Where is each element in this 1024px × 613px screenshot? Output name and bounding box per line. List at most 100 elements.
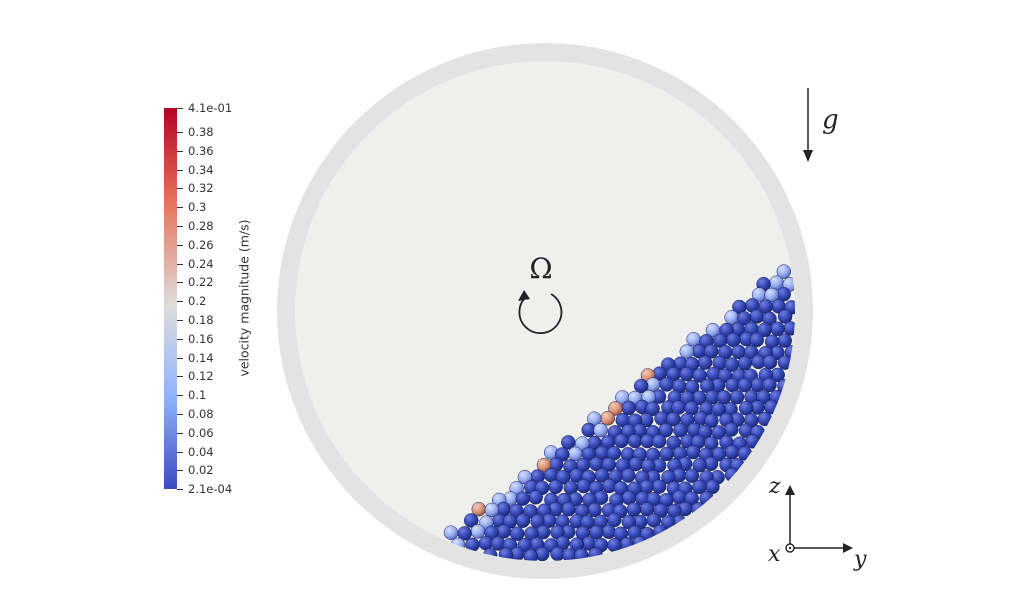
particle bbox=[673, 423, 688, 438]
colorbar-tick-label: 0.1 bbox=[188, 388, 207, 403]
colorbar-tick-label: 0.36 bbox=[188, 143, 214, 158]
particle bbox=[509, 526, 525, 541]
gravity-indicator: g bbox=[803, 88, 839, 162]
colorbar-tick bbox=[177, 150, 183, 152]
particle bbox=[729, 389, 745, 405]
colorbar-tick bbox=[177, 489, 183, 490]
particle bbox=[697, 355, 713, 370]
particle bbox=[463, 513, 479, 528]
y-arrow-icon bbox=[843, 543, 853, 553]
colorbar-tick bbox=[177, 207, 183, 209]
particle bbox=[724, 422, 739, 437]
particle bbox=[737, 377, 753, 393]
particle bbox=[443, 525, 459, 540]
particle bbox=[737, 356, 753, 371]
colorbar-tick-label: 0.14 bbox=[188, 350, 214, 365]
particle bbox=[762, 377, 777, 393]
particle bbox=[457, 526, 472, 541]
particle bbox=[515, 491, 531, 506]
colorbar-tick bbox=[177, 414, 183, 415]
colorbar-tick bbox=[177, 188, 183, 190]
particle bbox=[757, 322, 772, 338]
particle bbox=[608, 401, 623, 416]
particle bbox=[716, 389, 732, 405]
particle bbox=[704, 413, 719, 428]
rotation-arrow-icon bbox=[518, 293, 563, 334]
particle bbox=[724, 444, 740, 460]
colorbar-tick-label: 0.18 bbox=[188, 313, 214, 327]
particle bbox=[692, 479, 707, 495]
rotation-symbol: Ω bbox=[529, 252, 552, 285]
colorbar-tick bbox=[177, 301, 183, 303]
colorbar-tick bbox=[177, 108, 183, 109]
colorbar-tick bbox=[177, 376, 183, 378]
colorbar-tick bbox=[177, 226, 183, 227]
particle bbox=[736, 311, 752, 326]
particle bbox=[470, 524, 486, 539]
particle bbox=[593, 422, 608, 438]
axis-y-label: y bbox=[853, 547, 867, 572]
colorbar-tick bbox=[177, 320, 183, 321]
particle bbox=[776, 264, 792, 279]
colorbar-tick-label: 0.24 bbox=[188, 256, 214, 271]
axis-z-label: z bbox=[768, 474, 781, 499]
colorbar-tick bbox=[177, 263, 183, 265]
particle bbox=[651, 479, 667, 494]
colorbar-tick-label: 0.2 bbox=[188, 294, 207, 309]
particle bbox=[621, 400, 636, 416]
particle bbox=[574, 436, 590, 451]
colorbar-tick bbox=[177, 451, 183, 453]
axis-x-label: x bbox=[768, 542, 781, 567]
particle bbox=[621, 468, 636, 483]
particle bbox=[679, 344, 695, 359]
particle bbox=[523, 549, 539, 561]
particle bbox=[711, 402, 726, 417]
colorbar-tick bbox=[177, 338, 183, 340]
colorbar-tick-label: 0.38 bbox=[188, 125, 214, 139]
colorbar-tick-label: 0.02 bbox=[188, 463, 214, 478]
particle bbox=[685, 444, 701, 460]
rotation-indicator: Ω bbox=[518, 252, 563, 334]
colorbar-tick-label: 0.22 bbox=[188, 275, 214, 290]
particle bbox=[601, 478, 617, 494]
particle bbox=[550, 546, 565, 561]
particle bbox=[738, 400, 754, 416]
z-arrow-icon bbox=[785, 485, 795, 495]
colorbar-tick bbox=[177, 244, 183, 246]
colorbar-tick-label: 0.12 bbox=[188, 369, 214, 384]
axis-triad: z y x bbox=[768, 474, 867, 572]
particle bbox=[692, 457, 707, 473]
particle bbox=[762, 354, 778, 370]
colorbar-tick-label: 0.04 bbox=[188, 444, 214, 459]
colorbar-tick bbox=[177, 169, 183, 171]
particle bbox=[536, 457, 552, 473]
particle bbox=[484, 502, 500, 518]
colorbar-title: velocity magnitude (m/s) bbox=[236, 219, 252, 377]
particle bbox=[684, 468, 700, 483]
particle bbox=[601, 524, 617, 540]
colorbar-tick bbox=[177, 357, 183, 359]
colorbar-tick bbox=[177, 132, 183, 133]
particle bbox=[724, 357, 740, 372]
particle bbox=[651, 434, 667, 449]
particle bbox=[684, 491, 699, 506]
particle bbox=[764, 287, 779, 303]
colorbar-tick bbox=[177, 395, 183, 397]
particle bbox=[576, 478, 591, 494]
particle bbox=[692, 368, 707, 383]
colorbar-tick-label: 0.16 bbox=[188, 331, 214, 346]
gravity-label: g bbox=[822, 105, 839, 135]
colorbar-tick-label: 0.26 bbox=[188, 237, 214, 252]
particle-bed bbox=[443, 264, 795, 561]
colorbar-tick-label: 0.28 bbox=[188, 219, 214, 233]
particle bbox=[777, 309, 793, 324]
colorbar-tick bbox=[177, 282, 183, 284]
particle bbox=[679, 366, 695, 382]
particle bbox=[659, 377, 674, 392]
particle bbox=[548, 479, 563, 495]
colorbar-tick-label: 0.06 bbox=[188, 425, 214, 440]
colorbar-tick-label: 4.1e-01 bbox=[188, 101, 233, 115]
particle bbox=[749, 332, 765, 348]
